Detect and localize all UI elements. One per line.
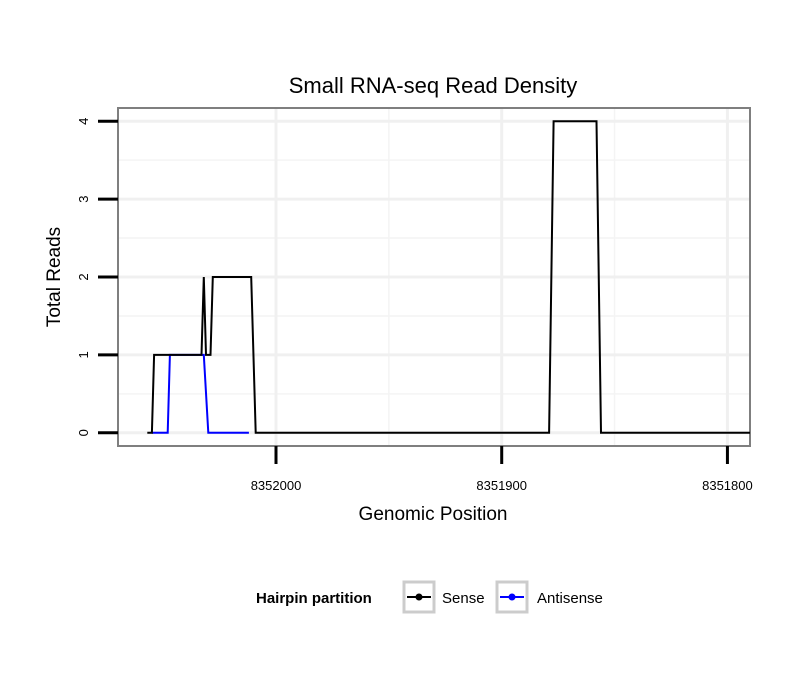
y-tick-label-0: 0	[76, 429, 91, 436]
legend-label-sense: Sense	[442, 590, 485, 607]
legend-label-antisense: Antisense	[537, 590, 603, 607]
legend-key-antisense-dot	[508, 593, 516, 601]
x-tick-label-1: 8351900	[476, 478, 527, 493]
y-axis-label: Total Reads	[44, 227, 65, 327]
x-tick-label-2: 8351800	[702, 478, 753, 493]
x-tick-label-0: 8352000	[251, 478, 302, 493]
legend: Hairpin partition Sense Antisense	[256, 580, 603, 614]
legend-key-sense-dot	[415, 593, 423, 601]
x-axis-label: Genomic Position	[359, 504, 508, 525]
series-line-sense	[147, 120, 750, 434]
y-tick-label-3: 3	[76, 196, 91, 203]
axis-layer: 0 1 2 3 4 8352000 8351900 8351800	[76, 118, 753, 493]
y-tick-label-2: 2	[76, 273, 91, 280]
series-layer	[147, 120, 750, 434]
chart-title: Small RNA-seq Read Density	[289, 73, 578, 98]
y-tick-label-1: 1	[76, 351, 91, 358]
grid-layer	[118, 108, 750, 446]
y-tick-label-4: 4	[76, 118, 91, 125]
legend-title: Hairpin partition	[256, 590, 372, 607]
